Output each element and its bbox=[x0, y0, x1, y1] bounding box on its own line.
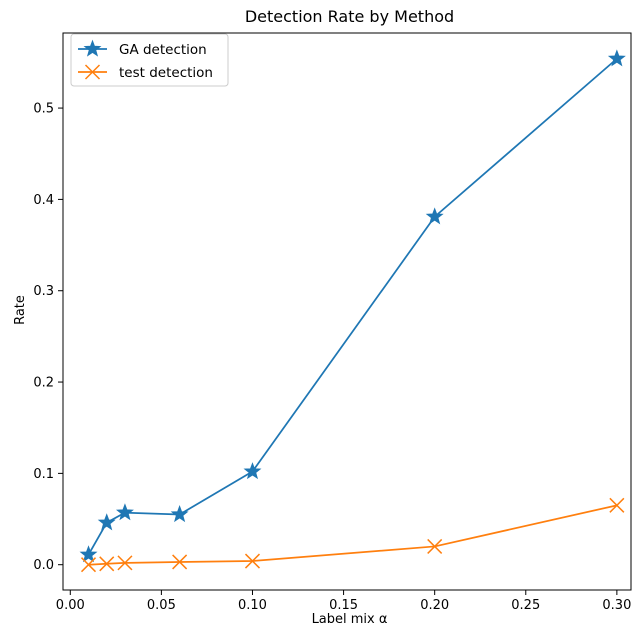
plot-area bbox=[62, 32, 632, 591]
data-point bbox=[244, 553, 261, 569]
data-point bbox=[425, 207, 444, 225]
y-tick-label: 0.2 bbox=[33, 376, 54, 391]
data-point bbox=[115, 503, 134, 521]
x-axis-title: Label mix α bbox=[312, 612, 388, 626]
legend-item: test detection bbox=[78, 64, 213, 81]
y-axis-title: Rate bbox=[13, 295, 28, 325]
x-tick-label: 0.30 bbox=[602, 598, 631, 613]
x-tick-label: 0.20 bbox=[420, 598, 449, 613]
legend-item: GA detection bbox=[78, 39, 207, 58]
plot-frame bbox=[62, 32, 632, 591]
y-tick-label: 0.4 bbox=[33, 193, 54, 208]
data-point bbox=[172, 554, 188, 570]
series-2 bbox=[80, 497, 625, 573]
legend-label: test detection bbox=[119, 65, 213, 81]
x-tick-label: 0.25 bbox=[511, 598, 540, 613]
legend-box bbox=[70, 33, 229, 87]
data-point bbox=[427, 538, 443, 554]
data-point bbox=[79, 545, 98, 563]
data-point bbox=[170, 505, 189, 523]
series-1 bbox=[79, 49, 626, 563]
x-axis: 0.00 0.05 0.10 0.15 0.20 0.25 0.30 bbox=[56, 590, 631, 613]
y-tick-label: 0.0 bbox=[33, 558, 54, 573]
x-tick-label: 0.00 bbox=[56, 598, 85, 613]
legend-label: GA detection bbox=[119, 42, 207, 58]
legend-marker bbox=[84, 64, 101, 80]
legend: GA detection test detection bbox=[70, 33, 229, 87]
series-layer bbox=[79, 49, 626, 573]
legend-marker bbox=[83, 39, 102, 57]
y-axis: 0.0 0.1 0.2 0.3 0.4 0.5 bbox=[33, 102, 63, 573]
data-point bbox=[97, 513, 116, 531]
x-tick-label: 0.05 bbox=[147, 598, 176, 613]
data-point bbox=[243, 462, 262, 480]
data-point bbox=[99, 556, 115, 572]
chart-title: Detection Rate by Method bbox=[245, 7, 454, 26]
y-tick-label: 0.3 bbox=[33, 284, 54, 299]
data-point bbox=[609, 497, 625, 513]
x-tick-label: 0.15 bbox=[329, 598, 358, 613]
y-tick-label: 0.1 bbox=[33, 467, 54, 482]
y-tick-label: 0.5 bbox=[33, 102, 54, 117]
x-tick-label: 0.10 bbox=[238, 598, 267, 613]
data-point bbox=[607, 49, 626, 67]
data-point bbox=[117, 555, 133, 571]
data-point bbox=[80, 557, 97, 573]
